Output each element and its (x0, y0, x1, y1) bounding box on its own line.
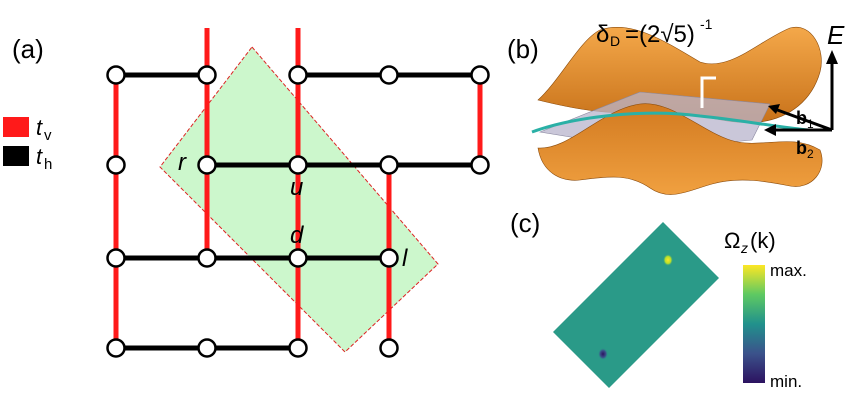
site (106, 248, 126, 268)
site-r (197, 155, 217, 175)
site-label-u: u (290, 174, 303, 201)
lattice-sites (106, 65, 490, 358)
gap-label-main: δ (596, 21, 609, 48)
gap-label-sub: D (610, 33, 620, 49)
b2-arrowhead (764, 124, 776, 136)
legend-sub-vertical: v (44, 127, 52, 144)
berry-title-main: Ω (724, 228, 740, 253)
site-d (288, 248, 308, 268)
site (197, 65, 217, 85)
panel-c-label: (c) (510, 208, 540, 238)
berry-title-sub: z (740, 240, 748, 256)
gap-label-value: =(2√5) (625, 21, 695, 48)
colorbar (743, 265, 765, 383)
site (288, 65, 308, 85)
colorbar-min-label: min. (770, 372, 802, 391)
site-label-d: d (290, 222, 304, 249)
site (106, 338, 126, 358)
legend-swatch-vertical (3, 117, 29, 137)
berry-maximum (663, 254, 673, 266)
site (379, 65, 399, 85)
site (106, 65, 126, 85)
band-structure (531, 26, 838, 195)
site (106, 155, 126, 175)
b2-label-sub: 2 (807, 147, 814, 161)
b2-label: b (796, 138, 807, 158)
site (288, 338, 308, 358)
site (197, 248, 217, 268)
b1-label: b (796, 108, 807, 128)
berry-title-arg: (k) (750, 228, 776, 253)
site-l (379, 248, 399, 268)
berry-curvature-map (553, 222, 719, 388)
lower-band-surface (537, 103, 823, 195)
panel-a-label: (a) (12, 34, 44, 64)
berry-field (553, 222, 719, 388)
gap-label-exponent: -1 (700, 16, 713, 32)
legend-swatch-horizontal (3, 146, 29, 166)
nodal-curve (531, 111, 809, 134)
legend-sub-horizontal: h (44, 156, 52, 173)
horizontal-hoppings (116, 72, 480, 351)
b1-arrowhead (768, 104, 780, 114)
legend-symbol-vertical: t (36, 115, 43, 140)
legend: t v t h (3, 115, 52, 173)
colorbar-max-label: max. (770, 261, 807, 280)
b1-label-sub: 1 (807, 117, 814, 131)
b1-vector (771, 106, 833, 132)
site (197, 338, 217, 358)
site-label-l: l (402, 245, 408, 272)
panel-b-label: (b) (507, 34, 539, 64)
site (470, 65, 490, 85)
site-u (288, 155, 308, 175)
energy-axis-arrowhead (826, 50, 838, 64)
legend-symbol-horizontal: t (36, 144, 43, 169)
site (379, 155, 399, 175)
gap-bracket (700, 76, 716, 108)
site (379, 338, 399, 358)
site (470, 155, 490, 175)
berry-minimum (598, 348, 608, 360)
site-label-r: r (178, 149, 187, 176)
energy-axis-label: E (827, 20, 845, 50)
